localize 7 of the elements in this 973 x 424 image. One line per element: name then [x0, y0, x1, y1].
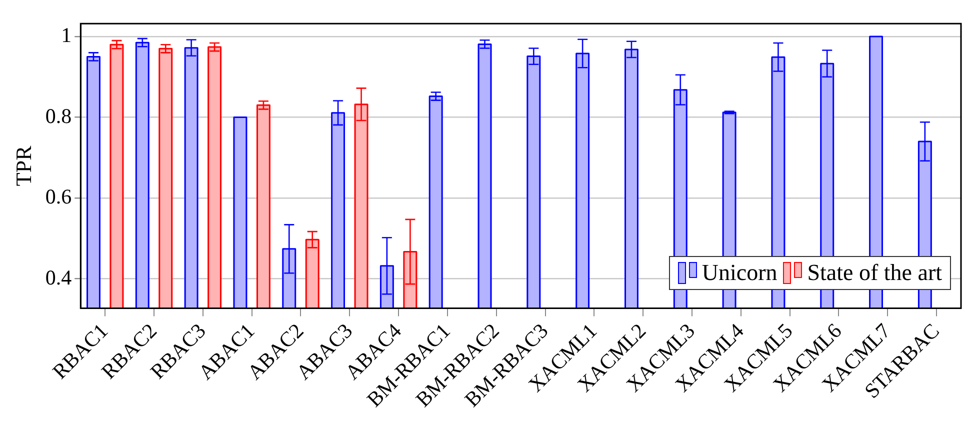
- y-axis-title: TPR: [10, 145, 36, 186]
- y-tick-label: 0.4: [45, 265, 72, 290]
- y-tick-label: 0.8: [45, 104, 72, 128]
- y-tick-label: 1: [61, 23, 72, 48]
- legend-label: Unicorn: [702, 260, 778, 286]
- legend-label: State of the art: [807, 260, 942, 286]
- y-tick-label: 0.6: [45, 184, 72, 209]
